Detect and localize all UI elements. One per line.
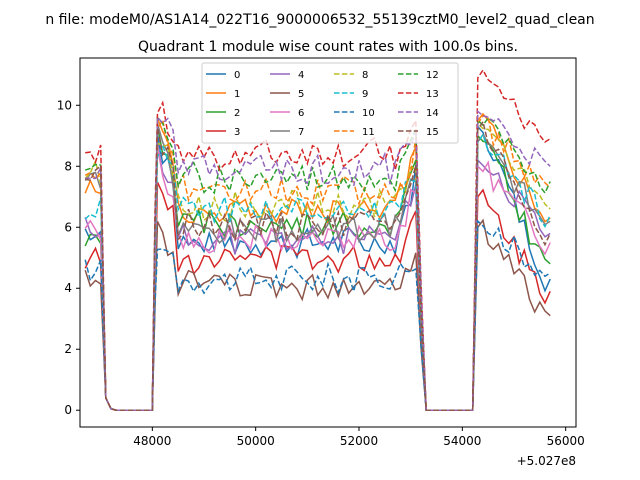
legend-label-12: 12: [426, 70, 439, 81]
y-tick-label: 10: [57, 98, 72, 112]
figure-suptitle: n file: modeM0/AS1A14_022T16_9000006532_…: [45, 12, 594, 28]
y-tick-label: 8: [64, 159, 72, 173]
y-axis-ticks: 0 2 4 6 8 10: [57, 98, 80, 417]
legend-label-7: 7: [298, 127, 304, 138]
legend-label-14: 14: [426, 108, 439, 119]
legend-label-2: 2: [234, 108, 240, 119]
x-offset-label: +5.027e8: [517, 454, 576, 468]
legend-label-4: 4: [298, 70, 304, 81]
legend-label-9: 9: [362, 89, 368, 100]
series-line-15: [85, 119, 551, 411]
legend-label-10: 10: [362, 108, 375, 119]
y-tick-label: 0: [64, 403, 72, 417]
legend-label-1: 1: [234, 89, 240, 100]
legend-label-13: 13: [426, 89, 439, 100]
x-tick-label: 54000: [443, 434, 481, 448]
legend-label-11: 11: [362, 127, 375, 138]
y-tick-label: 6: [64, 220, 72, 234]
x-tick-label: 48000: [133, 434, 171, 448]
y-tick-label: 4: [64, 281, 72, 295]
legend-label-15: 15: [426, 127, 439, 138]
series-lines: [84, 68, 551, 411]
legend-label-3: 3: [234, 127, 240, 138]
legend-label-0: 0: [234, 70, 240, 81]
y-tick-label: 2: [64, 342, 72, 356]
chart-title: Quadrant 1 module wise count rates with …: [138, 39, 518, 55]
x-tick-label: 52000: [340, 434, 378, 448]
x-tick-label: 50000: [237, 434, 275, 448]
legend-label-6: 6: [298, 108, 304, 119]
legend-label-8: 8: [362, 70, 368, 81]
legend-box: [201, 62, 459, 144]
x-tick-label: 56000: [547, 434, 585, 448]
legend-label-5: 5: [298, 89, 304, 100]
x-axis-ticks: 48000 50000 52000 54000 56000: [133, 427, 585, 448]
series-line-14: [85, 109, 551, 411]
plot-frame: [79, 57, 577, 428]
